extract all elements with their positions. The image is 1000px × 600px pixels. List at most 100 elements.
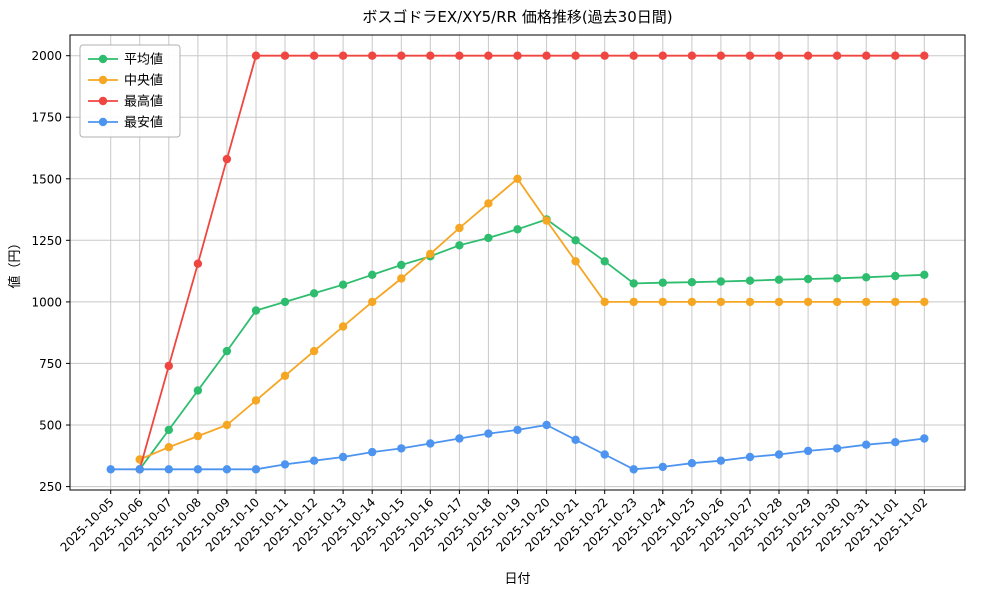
data-point-max: [280, 51, 290, 60]
data-point-average: [832, 274, 842, 283]
data-point-average: [600, 257, 609, 266]
data-point-average: [455, 241, 464, 250]
data-point-max: [774, 51, 784, 60]
data-point-min: [484, 429, 493, 438]
data-point-max: [368, 51, 377, 60]
legend-marker-min: [98, 117, 108, 127]
data-point-median: [542, 216, 551, 225]
data-point-average: [280, 297, 290, 307]
data-point-median: [629, 297, 638, 307]
x-axis-label: 日付: [504, 572, 530, 587]
data-point-average: [716, 277, 726, 286]
data-point-average: [745, 276, 755, 285]
data-point-min: [920, 434, 929, 443]
legend-box: [79, 44, 181, 138]
y-tick-label: 1000: [31, 295, 62, 309]
data-point-min: [164, 465, 173, 474]
data-point-median: [745, 297, 755, 307]
data-point-average: [164, 425, 173, 435]
data-point-median: [571, 257, 580, 266]
data-point-average: [658, 278, 667, 287]
data-point-max: [484, 51, 493, 60]
data-point-min: [193, 465, 203, 474]
data-point-average: [571, 236, 580, 245]
chart-title: ボスゴドラEX/XY5/RR 価格推移(過去30日間): [362, 8, 672, 26]
data-point-median: [803, 297, 813, 307]
series-line-average: [138, 218, 925, 470]
data-point-max: [803, 51, 813, 60]
data-point-max: [309, 51, 319, 60]
data-point-min: [832, 444, 842, 453]
data-point-median: [658, 297, 667, 307]
legend-marker-max: [98, 96, 108, 106]
series-min: [106, 420, 929, 474]
data-point-median: [832, 297, 842, 307]
data-point-average: [397, 260, 406, 270]
y-tick-label: 1750: [31, 111, 62, 125]
data-point-max: [629, 51, 638, 60]
data-point-median: [716, 297, 726, 307]
data-point-min: [397, 444, 406, 453]
data-point-average: [687, 278, 697, 287]
data-point-min: [222, 465, 232, 474]
y-tick-label: 2000: [31, 49, 62, 63]
data-point-min: [600, 450, 609, 459]
data-point-max: [600, 51, 609, 60]
data-point-min: [658, 462, 667, 472]
data-point-min: [106, 465, 115, 474]
data-point-median: [338, 322, 348, 331]
data-point-min: [542, 420, 551, 430]
data-point-max: [658, 51, 667, 60]
data-point-average: [862, 273, 871, 282]
data-point-median: [397, 274, 406, 283]
legend-label-min: 最安値: [124, 115, 163, 131]
legend-marker-average: [98, 54, 108, 64]
data-point-min: [368, 447, 377, 457]
data-point-min: [251, 465, 261, 474]
data-point-min: [309, 456, 319, 465]
data-point-average: [629, 279, 638, 288]
data-point-max: [455, 51, 464, 60]
data-point-median: [455, 223, 464, 233]
data-point-median: [862, 297, 871, 307]
data-point-average: [513, 225, 522, 234]
data-point-median: [774, 297, 784, 307]
data-point-average: [803, 274, 813, 284]
data-point-median: [600, 297, 609, 307]
data-point-max: [862, 51, 871, 60]
y-tick-label: 750: [39, 357, 62, 371]
data-point-max: [542, 51, 551, 60]
data-point-median: [368, 297, 377, 307]
legend-label-average: 平均値: [124, 52, 163, 68]
data-point-average: [484, 233, 493, 243]
data-point-min: [891, 438, 900, 447]
y-tick-label: 1500: [31, 172, 62, 186]
y-tick-label: 250: [39, 480, 62, 494]
data-point-average: [774, 275, 784, 284]
data-point-max: [920, 51, 929, 60]
data-point-average: [368, 270, 377, 279]
data-point-max: [571, 51, 580, 60]
data-point-max: [193, 259, 203, 268]
data-point-max: [397, 51, 406, 60]
legend-marker-median: [98, 75, 108, 85]
data-point-median: [484, 199, 493, 208]
data-point-min: [426, 439, 435, 448]
data-point-average: [891, 271, 900, 281]
data-point-median: [309, 346, 319, 356]
data-point-average: [222, 346, 232, 356]
series-median: [135, 174, 929, 464]
y-axis: 250 500 750 1000 1250 1500 1750 2000: [31, 49, 70, 494]
data-point-average: [920, 270, 929, 279]
data-point-min: [745, 452, 755, 462]
data-point-min: [803, 446, 813, 456]
data-point-min: [280, 460, 290, 469]
data-point-median: [920, 297, 929, 307]
data-point-median: [687, 297, 697, 307]
series-max: [135, 51, 929, 474]
data-point-median: [164, 443, 173, 452]
data-point-min: [716, 456, 726, 465]
